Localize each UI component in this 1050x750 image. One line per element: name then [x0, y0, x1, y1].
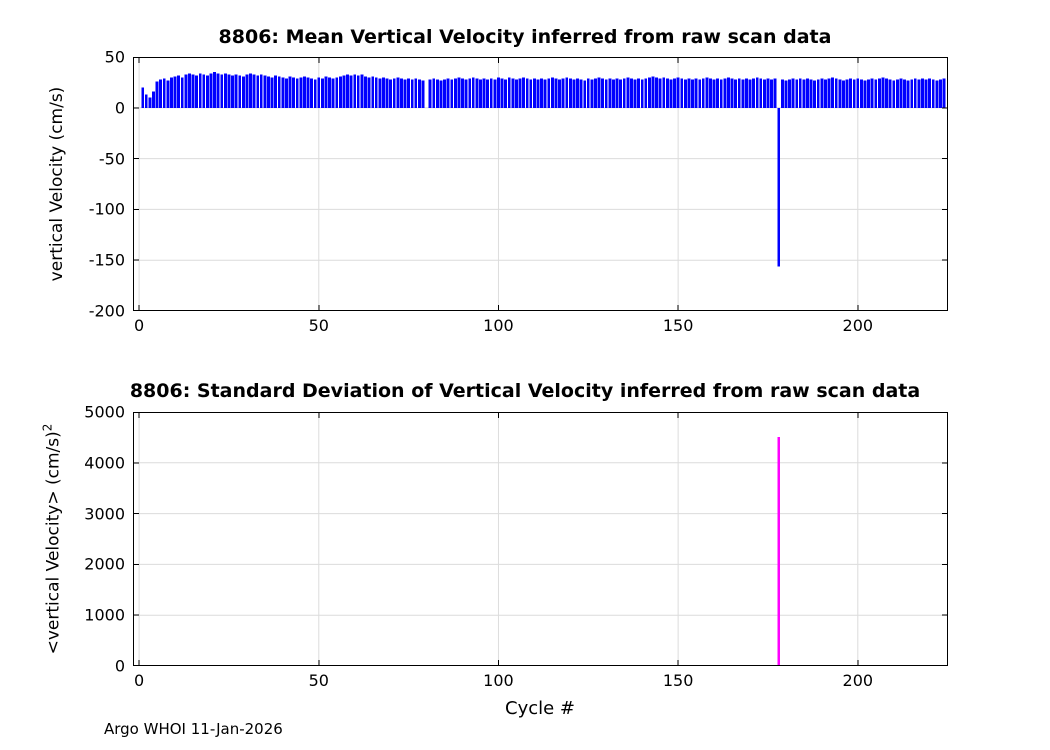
y-tick-label: 0: [114, 656, 125, 676]
x-tick-label: 200: [842, 316, 874, 335]
y-tick-label: -100: [88, 199, 125, 219]
top-plot-ylabel: vertical Velocity (cm/s): [47, 87, 67, 282]
bottom-plot-ylabel-superscript: 2: [40, 423, 55, 432]
mean-vertical-velocity-chart: [133, 57, 948, 311]
bottom-plot-ylabel-text: <vertical Velocity> (cm/s): [43, 431, 64, 655]
std-deviation-chart: [133, 412, 948, 666]
top-plot-ylabel-text: vertical Velocity (cm/s): [47, 86, 67, 282]
x-tick-label: 50: [308, 671, 329, 690]
y-tick-label: 0: [114, 98, 125, 118]
x-tick-label: 0: [134, 671, 145, 690]
x-tick-label: 200: [842, 671, 874, 690]
x-tick-label: 100: [483, 316, 514, 335]
x-tick-label: 50: [308, 316, 329, 335]
bottom-plot-ylabel: <vertical Velocity> (cm/s)2: [41, 424, 64, 655]
y-tick-label: -150: [88, 250, 125, 270]
x-axis-label: Cycle #: [505, 698, 575, 719]
y-tick-label: -200: [88, 301, 125, 321]
footer-annotation: Argo WHOI 11-Jan-2026: [104, 720, 283, 738]
x-tick-label: 0: [134, 316, 145, 335]
y-tick-label: -50: [98, 149, 125, 169]
y-tick-label: 3000: [84, 504, 125, 524]
x-tick-label: 100: [483, 671, 514, 690]
y-tick-label: 2000: [84, 554, 125, 574]
y-tick-label: 50: [104, 47, 125, 67]
top-plot-title: 8806: Mean Vertical Velocity inferred fr…: [218, 26, 832, 48]
bottom-plot-title: 8806: Standard Deviation of Vertical Vel…: [129, 380, 921, 402]
y-tick-label: 4000: [84, 453, 125, 473]
x-tick-label: 150: [662, 671, 694, 690]
x-tick-label: 150: [662, 316, 694, 335]
y-tick-label: 5000: [84, 402, 125, 422]
y-tick-label: 1000: [84, 605, 125, 625]
